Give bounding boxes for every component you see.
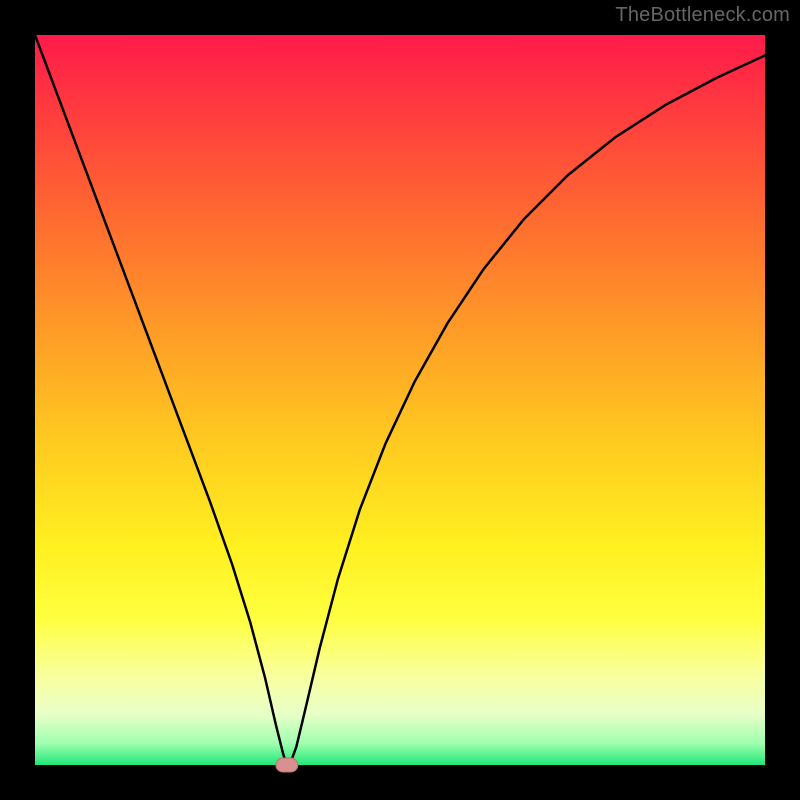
- bottleneck-chart: TheBottleneck.com: [0, 0, 800, 800]
- minimum-marker: [276, 758, 298, 772]
- watermark-label: TheBottleneck.com: [615, 4, 790, 27]
- plot-background: [35, 35, 765, 765]
- chart-svg: [0, 0, 800, 800]
